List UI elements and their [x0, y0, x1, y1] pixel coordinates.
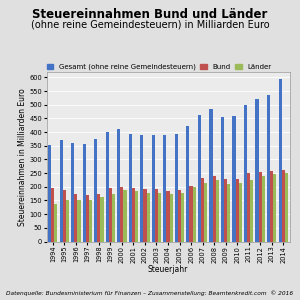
- Bar: [285, 173, 288, 242]
- Bar: [112, 194, 115, 242]
- Bar: [66, 200, 69, 242]
- Text: Datenquelle: Bundesministerium für Finanzen – Zusammenstellung: Beamtenkredit.co: Datenquelle: Bundesministerium für Finan…: [6, 291, 294, 296]
- Bar: [209, 109, 212, 242]
- Bar: [278, 80, 282, 242]
- Bar: [146, 194, 150, 242]
- Bar: [186, 126, 190, 242]
- Bar: [135, 191, 138, 242]
- Bar: [71, 142, 74, 242]
- Bar: [216, 180, 219, 242]
- Bar: [74, 194, 77, 242]
- Bar: [158, 194, 161, 242]
- Bar: [152, 135, 155, 242]
- Bar: [259, 172, 262, 242]
- Bar: [267, 95, 270, 242]
- Bar: [270, 171, 273, 242]
- Bar: [97, 194, 100, 242]
- Bar: [86, 195, 89, 242]
- Bar: [224, 179, 227, 242]
- Bar: [100, 197, 103, 242]
- Bar: [94, 139, 97, 242]
- Bar: [169, 194, 173, 242]
- Bar: [89, 200, 92, 242]
- Y-axis label: Steuereinnahmen in Milliarden Euro: Steuereinnahmen in Milliarden Euro: [18, 88, 27, 226]
- Bar: [181, 193, 184, 242]
- Bar: [63, 190, 66, 242]
- Bar: [54, 204, 58, 242]
- Text: (ohne reine Gemeindesteuern) in Milliarden Euro: (ohne reine Gemeindesteuern) in Milliard…: [31, 20, 269, 29]
- Bar: [175, 134, 178, 242]
- Bar: [239, 183, 242, 242]
- Bar: [273, 174, 276, 242]
- Bar: [236, 179, 239, 242]
- Bar: [140, 135, 143, 242]
- Bar: [193, 188, 196, 242]
- Bar: [262, 176, 265, 242]
- Bar: [117, 129, 120, 242]
- Bar: [178, 190, 181, 242]
- X-axis label: Steuerjahr: Steuerjahr: [148, 266, 188, 274]
- Bar: [132, 188, 135, 242]
- Bar: [201, 178, 204, 242]
- Bar: [106, 132, 109, 242]
- Bar: [250, 180, 253, 242]
- Legend: Gesamt (ohne reine Gemeindesteuern), Bund, Länder: Gesamt (ohne reine Gemeindesteuern), Bun…: [46, 64, 272, 70]
- Bar: [48, 145, 51, 242]
- Bar: [244, 105, 247, 242]
- Bar: [204, 183, 207, 242]
- Bar: [143, 189, 146, 242]
- Bar: [129, 134, 132, 242]
- Bar: [221, 117, 224, 242]
- Bar: [190, 186, 193, 242]
- Bar: [120, 187, 124, 242]
- Text: Steuereinnahmen Bund und Länder: Steuereinnahmen Bund und Länder: [32, 8, 268, 20]
- Bar: [282, 170, 285, 242]
- Bar: [212, 176, 216, 242]
- Bar: [247, 173, 250, 242]
- Bar: [167, 191, 170, 242]
- Bar: [60, 140, 63, 242]
- Bar: [256, 99, 259, 242]
- Bar: [198, 115, 201, 242]
- Bar: [155, 189, 158, 242]
- Bar: [227, 184, 230, 242]
- Bar: [83, 144, 86, 242]
- Bar: [51, 188, 54, 242]
- Bar: [163, 135, 167, 242]
- Bar: [77, 200, 80, 242]
- Bar: [109, 188, 112, 242]
- Bar: [124, 190, 127, 242]
- Bar: [232, 116, 236, 242]
